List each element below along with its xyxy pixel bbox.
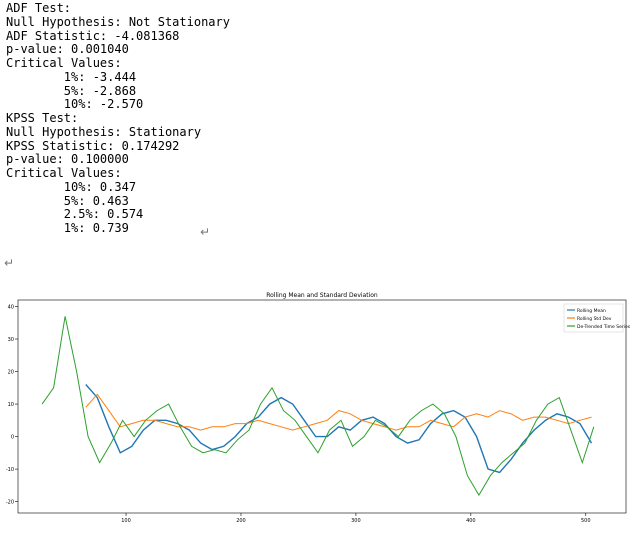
return-mark: ↵ (4, 256, 15, 270)
text-line: ADF Statistic: -4.081368 (6, 28, 180, 43)
x-tick-label: 200 (236, 518, 246, 524)
text-line: Null Hypothesis: Stationary (6, 124, 202, 139)
x-tick-label: 100 (121, 518, 131, 524)
text-line: 10%: 0.347 (6, 179, 137, 194)
text-line: 5%: 0.463 (6, 193, 129, 208)
x-tick-label: 500 (581, 518, 591, 524)
y-tick-label: 30 (8, 337, 14, 343)
text-line: KPSS Test: (6, 111, 79, 125)
legend-label: Rolling Std Dev (577, 316, 612, 322)
text-line: KPSS Statistic: 0.174292 (6, 138, 180, 153)
y-tick-label: 0 (11, 435, 14, 441)
y-tick-label: -20 (6, 500, 14, 506)
y-tick-label: -10 (6, 467, 14, 473)
text-line: Critical Values: (6, 166, 122, 180)
text-line: 1%: 0.739 (6, 221, 129, 235)
text-line: 10%: -2.570 (6, 97, 144, 112)
legend-label: Rolling Mean (577, 308, 606, 314)
text-line: ADF Test: (6, 1, 72, 15)
x-tick-label: 300 (351, 518, 361, 524)
text-line: 2.5%: 0.574 (6, 207, 144, 222)
y-tick-label: 20 (8, 370, 14, 376)
legend-label: De-Trended Time Series (577, 324, 631, 330)
data-line (85, 384, 593, 474)
text-line: 5%: -2.868 (6, 83, 137, 98)
text-line: Null Hypothesis: Not Stationary (6, 14, 230, 29)
data-line (85, 393, 592, 431)
plot-frame (17, 299, 627, 514)
return-mark: ↵ (200, 225, 211, 239)
text-line: Critical Values: (6, 56, 122, 70)
y-tick-label: 10 (8, 402, 14, 408)
data-line (41, 316, 595, 497)
text-line: 1%: -3.444 (6, 69, 137, 84)
chart-title: Rolling Mean and Standard Deviation (266, 292, 378, 299)
y-tick-label: 40 (8, 305, 14, 311)
x-tick-label: 400 (466, 518, 476, 524)
text-line: p-value: 0.100000 (6, 152, 129, 167)
text-line: p-value: 0.001040 (6, 42, 129, 57)
